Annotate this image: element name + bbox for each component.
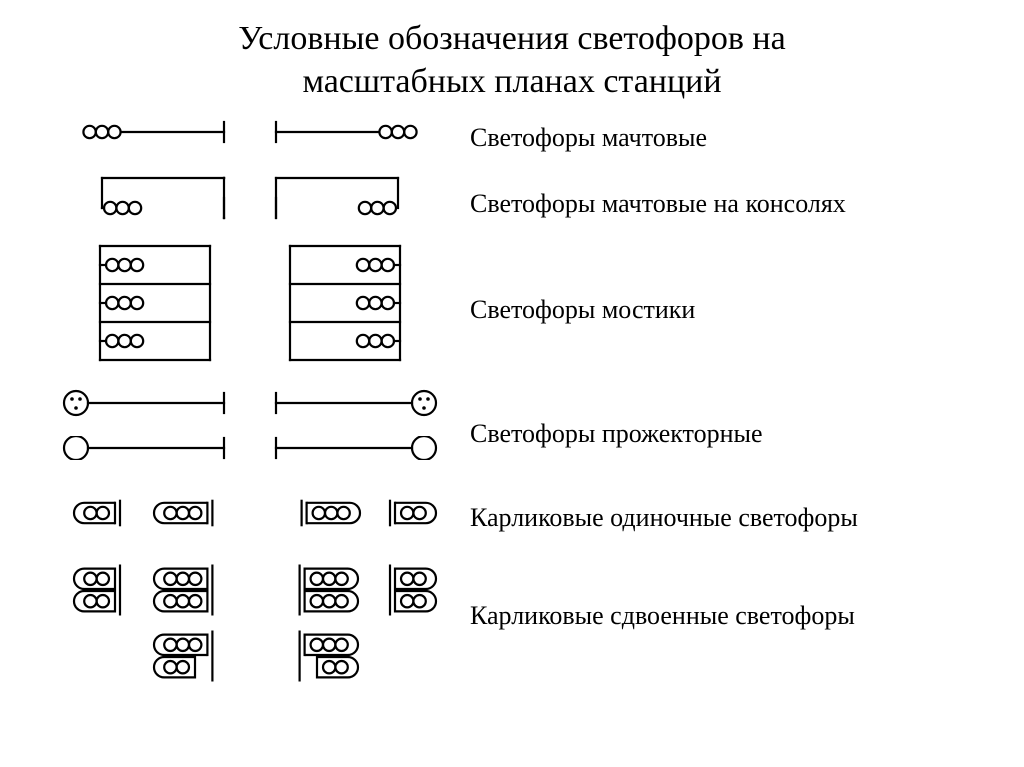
projector-signal-icon <box>60 388 230 418</box>
title-line-1: Условные обозначения светофоров на <box>238 20 785 57</box>
mast-signal-icon <box>270 120 420 144</box>
dwarf-signal-icon <box>370 496 440 530</box>
dwarf-double-signal-icon <box>150 626 236 686</box>
console-signal-icon <box>80 172 230 224</box>
bridge-signal-icon <box>80 238 230 368</box>
legend-row-dwarf1: Карликовые одиночные светофоры <box>0 496 1024 546</box>
projector-signal-icon <box>270 388 440 418</box>
symbol-cell <box>80 172 230 229</box>
dwarf-double-signal-icon <box>70 560 142 620</box>
mast-signal-icon <box>80 120 230 144</box>
legend-label: Светофоры мачтовые <box>470 122 1010 153</box>
title-line-2: масштабных планах станций <box>302 63 721 100</box>
legend-row-bridge: Светофоры мостики <box>0 238 1024 378</box>
legend-label: Светофоры прожекторные <box>470 418 1010 449</box>
page-title: Условные обозначения светофоров на масшт… <box>0 0 1024 113</box>
legend-label: Карликовые одиночные светофоры <box>470 502 1010 533</box>
legend-row-console: Светофоры мачтовые на консолях <box>0 172 1024 232</box>
symbol-cell <box>70 560 142 625</box>
legend-label: Карликовые сдвоенные светофоры <box>470 600 1010 631</box>
legend-row-proj: Светофоры прожекторные <box>0 388 1024 488</box>
symbol-cell <box>150 560 236 625</box>
symbol-cell <box>270 388 440 423</box>
dwarf-double-signal-icon <box>368 560 440 620</box>
symbol-cell <box>150 626 236 691</box>
symbol-cell <box>60 436 230 465</box>
symbol-cell <box>80 238 230 373</box>
bridge-signal-icon <box>270 238 420 368</box>
console-signal-icon <box>270 172 420 224</box>
legend-label: Светофоры мачтовые на консолях <box>470 188 1010 219</box>
symbol-cell <box>368 560 440 625</box>
dwarf-double-signal-icon <box>150 560 236 620</box>
symbol-cell <box>270 120 420 149</box>
dwarf-signal-icon <box>150 496 234 530</box>
legend-label: Светофоры мостики <box>470 294 1010 325</box>
symbol-cell <box>276 560 362 625</box>
symbol-cell <box>370 496 440 535</box>
symbol-cell <box>80 120 230 149</box>
symbol-cell <box>280 496 364 535</box>
legend-row-mast: Светофоры мачтовые <box>0 120 1024 160</box>
symbol-cell <box>270 238 420 373</box>
dwarf-signal-icon <box>280 496 364 530</box>
symbol-cell <box>270 172 420 229</box>
symbol-cell <box>270 436 440 465</box>
symbol-cell <box>276 626 362 691</box>
projector-signal-icon <box>270 436 440 460</box>
symbol-cell <box>60 388 230 423</box>
dwarf-signal-icon <box>70 496 140 530</box>
legend-row-dwarf2: Карликовые сдвоенные светофоры <box>0 560 1024 690</box>
dwarf-double-signal-icon <box>276 560 362 620</box>
projector-signal-icon <box>60 436 230 460</box>
symbol-cell <box>150 496 234 535</box>
dwarf-double-signal-icon <box>276 626 362 686</box>
symbol-cell <box>70 496 140 535</box>
